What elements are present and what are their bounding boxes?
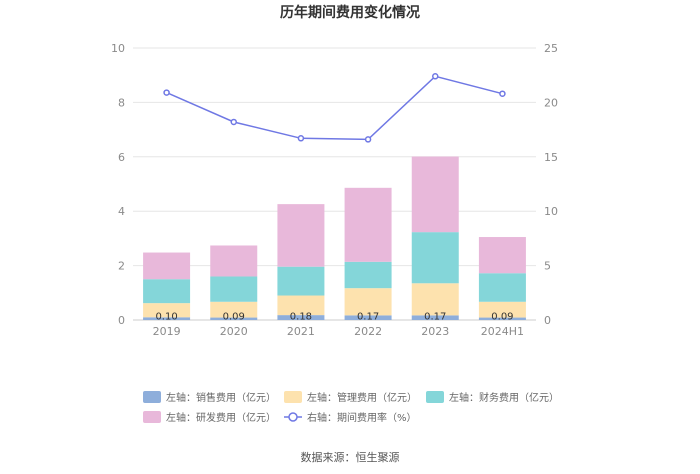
- bar-3: [210, 276, 258, 302]
- rate-point: [499, 90, 506, 97]
- bar-3: [143, 279, 191, 304]
- left-tick-label: 4: [118, 205, 125, 218]
- bar-1: [210, 317, 258, 320]
- bar-data-label: 0.09: [491, 312, 513, 323]
- legend-swatch: [284, 391, 302, 403]
- legend-swatch: [143, 391, 161, 403]
- x-tick-label: 2019: [153, 325, 181, 338]
- bar-2: [478, 301, 526, 318]
- bar-3: [478, 273, 526, 302]
- bar-3: [344, 261, 392, 289]
- right-axis: 0 5 10 15 20 25: [544, 42, 558, 327]
- bar-2: [143, 303, 191, 318]
- left-tick-label: 8: [118, 96, 125, 109]
- legend-label: 左轴：销售费用（亿元）: [166, 391, 276, 404]
- line-series: [163, 73, 506, 143]
- bar-data-label: 0.09: [223, 312, 245, 323]
- bar-2: [210, 301, 258, 318]
- x-tick-label: 2020: [220, 325, 248, 338]
- bar-data-label: 0.17: [424, 312, 446, 323]
- rate-point: [163, 89, 170, 96]
- bar-4: [210, 245, 258, 277]
- bar-1: [143, 317, 191, 320]
- bar-data-label: 0.18: [290, 312, 312, 323]
- x-tick-label: 2021: [287, 325, 315, 338]
- legend-swatch: [143, 411, 161, 423]
- bar-4: [143, 252, 191, 280]
- legend-line-marker: [288, 412, 298, 422]
- left-tick-label: 0: [118, 314, 125, 327]
- bar-data-label: 0.10: [155, 312, 177, 323]
- right-tick-label: 0: [544, 314, 551, 327]
- legend-label: 右轴：期间费用率（%）: [307, 411, 417, 424]
- left-tick-label: 10: [111, 42, 125, 55]
- x-axis: 2019 2020 2021 2022 2023 2024H1: [153, 325, 524, 338]
- bar-2: [277, 295, 325, 316]
- bar-1: [277, 315, 325, 320]
- x-tick-label: 2023: [421, 325, 449, 338]
- legend-swatch: [426, 391, 444, 403]
- rate-point: [297, 135, 305, 142]
- bar-series: 0.10 0.09 0.18 0.17 0.17 0.09: [143, 156, 526, 323]
- right-tick-label: 20: [544, 96, 558, 109]
- bar-2: [344, 288, 392, 316]
- right-tick-label: 5: [544, 260, 551, 273]
- rate-line: [166, 75, 503, 141]
- right-tick-label: 25: [544, 42, 558, 55]
- bar-4: [478, 237, 526, 274]
- bar-1: [478, 317, 526, 320]
- bar-4: [411, 156, 459, 233]
- bar-2: [411, 283, 459, 316]
- legend-label: 左轴：财务费用（亿元）: [449, 391, 559, 404]
- gridlines: [133, 47, 536, 321]
- bar-3: [277, 266, 325, 296]
- bar-1: [344, 315, 392, 320]
- data-source: 数据来源：恒生聚源: [301, 450, 400, 464]
- x-tick-label: 2024H1: [481, 325, 524, 338]
- bar-3: [411, 232, 459, 284]
- bar-4: [277, 204, 325, 267]
- left-tick-label: 6: [118, 151, 125, 164]
- bar-1: [411, 315, 459, 320]
- right-tick-label: 10: [544, 205, 558, 218]
- chart-title: 历年期间费用变化情况: [280, 4, 420, 21]
- legend[interactable]: 左轴：销售费用（亿元） 左轴：管理费用（亿元） 左轴：财务费用（亿元） 左轴：研发费用…: [143, 391, 559, 424]
- legend-label: 左轴：管理费用（亿元）: [307, 391, 417, 404]
- left-axis: 0 2 4 6 8 10: [111, 42, 125, 327]
- x-tick-label: 2022: [354, 325, 382, 338]
- bar-data-label: 0.17: [357, 312, 379, 323]
- rate-point: [230, 118, 237, 126]
- right-tick-label: 15: [544, 151, 558, 164]
- bar-4: [344, 187, 392, 262]
- rate-point: [432, 73, 439, 80]
- legend-label: 左轴：研发费用（亿元）: [166, 411, 276, 424]
- left-tick-label: 2: [118, 260, 125, 273]
- rate-point: [364, 136, 372, 143]
